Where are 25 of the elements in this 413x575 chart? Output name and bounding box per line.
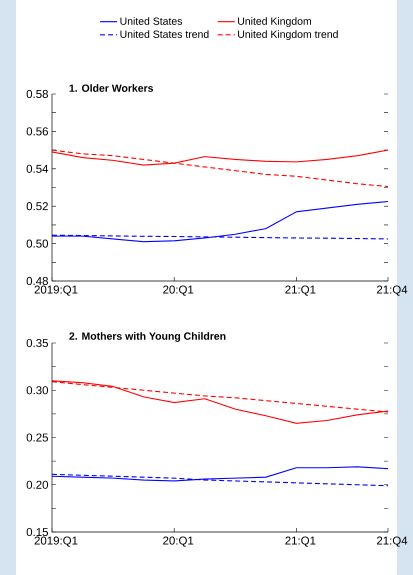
y-tick-label: 0.52 <box>26 202 48 210</box>
y-tick-label: 0.56 <box>26 127 48 136</box>
x-tick-label: 21:Q1 <box>285 286 316 296</box>
y-tick-label: 0.58 <box>26 90 48 98</box>
y-tick-label: 0.48 <box>26 276 48 286</box>
legend-label: United Kingdom <box>238 17 311 27</box>
legend-label: United Kingdom trend <box>238 30 338 40</box>
x-tick-label: 21:Q1 <box>285 536 316 547</box>
x-tick-label: 21:Q4 <box>376 286 408 296</box>
y-tick-label: 0.50 <box>26 240 48 248</box>
x-tick-label: 21:Q4 <box>376 536 408 547</box>
y-tick-label: 0.35 <box>26 338 48 348</box>
y-tick-label: 0.54 <box>26 164 48 173</box>
x-tick-label: 20:Q1 <box>163 536 194 547</box>
x-tick-label: 20:Q1 <box>163 286 194 296</box>
y-tick-label: 0.30 <box>26 386 48 394</box>
chart-title: 1. Older Workers <box>70 84 154 92</box>
x-tick-label: 2019:Q1 <box>34 286 78 296</box>
y-tick-label: 0.25 <box>26 433 48 442</box>
chart-title: 2. Mothers with Young Children <box>69 332 226 342</box>
x-tick-label: 2019:Q1 <box>34 536 78 547</box>
y-tick-label: 0.15 <box>26 528 48 536</box>
legend-label: United States trend <box>120 30 208 38</box>
y-tick-label: 0.20 <box>26 480 48 489</box>
legend-label: United States <box>120 17 182 25</box>
